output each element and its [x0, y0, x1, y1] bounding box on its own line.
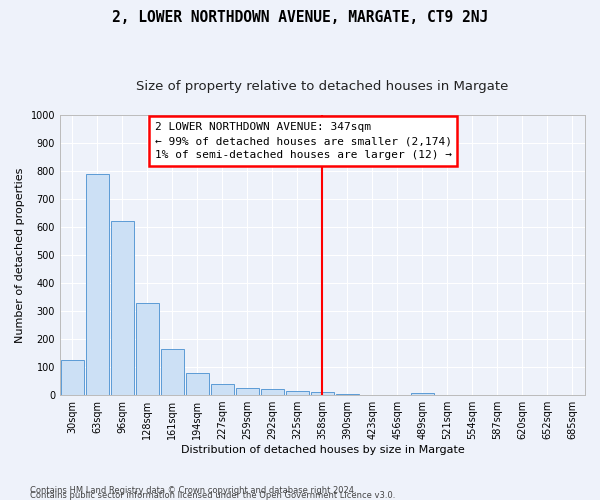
Bar	[336, 394, 359, 395]
Bar	[286, 391, 309, 395]
Bar	[411, 393, 434, 395]
Bar	[236, 388, 259, 395]
Text: 2 LOWER NORTHDOWN AVENUE: 347sqm
← 99% of detached houses are smaller (2,174)
1%: 2 LOWER NORTHDOWN AVENUE: 347sqm ← 99% o…	[155, 122, 452, 160]
Text: 2, LOWER NORTHDOWN AVENUE, MARGATE, CT9 2NJ: 2, LOWER NORTHDOWN AVENUE, MARGATE, CT9 …	[112, 10, 488, 25]
Bar	[86, 174, 109, 395]
Text: Contains public sector information licensed under the Open Government Licence v3: Contains public sector information licen…	[30, 490, 395, 500]
Text: Contains HM Land Registry data © Crown copyright and database right 2024.: Contains HM Land Registry data © Crown c…	[30, 486, 356, 495]
Bar	[311, 392, 334, 395]
Bar	[186, 373, 209, 395]
Bar	[61, 360, 83, 395]
Y-axis label: Number of detached properties: Number of detached properties	[15, 168, 25, 342]
Bar	[136, 303, 158, 395]
Bar	[211, 384, 233, 395]
X-axis label: Distribution of detached houses by size in Margate: Distribution of detached houses by size …	[181, 445, 464, 455]
Bar	[161, 350, 184, 395]
Bar	[261, 390, 284, 395]
Title: Size of property relative to detached houses in Margate: Size of property relative to detached ho…	[136, 80, 509, 93]
Bar	[111, 222, 134, 395]
